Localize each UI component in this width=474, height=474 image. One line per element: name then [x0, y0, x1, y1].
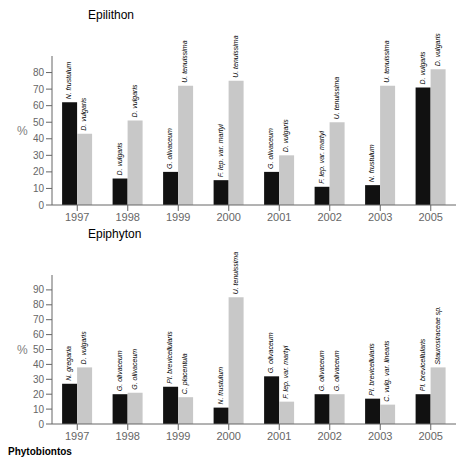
- svg-text:30: 30: [33, 374, 45, 385]
- svg-text:Staurosiraceae sp.: Staurosiraceae sp.: [434, 306, 442, 364]
- svg-text:70: 70: [33, 84, 45, 95]
- svg-text:G. olivaceum: G. olivaceum: [116, 350, 123, 391]
- svg-text:1997: 1997: [65, 211, 89, 223]
- svg-text:0: 0: [38, 419, 44, 430]
- svg-text:80: 80: [33, 67, 45, 78]
- svg-text:2002: 2002: [318, 430, 342, 442]
- svg-text:Pl. brevicellularis: Pl. brevicellularis: [419, 338, 426, 391]
- svg-text:N. frustulum: N. frustulum: [65, 61, 72, 99]
- svg-text:60: 60: [33, 100, 45, 111]
- svg-text:G. olivaceum: G. olivaceum: [267, 332, 274, 373]
- svg-text:D. vulgaris: D. vulgaris: [80, 97, 88, 131]
- svg-text:%: %: [17, 124, 28, 138]
- svg-text:Pl. brevicellularis: Pl. brevicellularis: [368, 343, 375, 396]
- svg-text:2003: 2003: [368, 430, 392, 442]
- svg-text:U. tenuissima: U. tenuissima: [181, 40, 188, 83]
- svg-text:C. placentula: C. placentula: [181, 353, 189, 394]
- svg-text:D. vulgaris: D. vulgaris: [282, 119, 290, 153]
- svg-text:G. olivaceum: G. olivaceum: [333, 350, 340, 391]
- svg-text:20: 20: [33, 389, 45, 400]
- svg-text:D. vulgaris: D. vulgaris: [116, 142, 124, 176]
- svg-text:G. olivaceum: G. olivaceum: [318, 350, 325, 391]
- svg-text:2001: 2001: [267, 430, 291, 442]
- svg-text:U. tenuissima: U. tenuissima: [333, 77, 340, 120]
- svg-text:U. tenuissima: U. tenuissima: [232, 252, 239, 295]
- svg-text:D. vulgaris: D. vulgaris: [419, 51, 427, 85]
- svg-text:50: 50: [33, 344, 45, 355]
- svg-text:F. lep. var. martyi: F. lep. var. martyi: [217, 124, 225, 177]
- svg-text:90: 90: [33, 284, 45, 295]
- svg-text:C. vulg. var. linearis: C. vulg. var. linearis: [383, 340, 391, 402]
- svg-text:G. olivaceum: G. olivaceum: [131, 349, 138, 390]
- svg-text:N. frustulum: N. frustulum: [217, 367, 224, 405]
- svg-text:0: 0: [38, 200, 44, 211]
- svg-text:1999: 1999: [166, 211, 190, 223]
- svg-text:10: 10: [33, 183, 45, 194]
- svg-text:D. vulgaris: D. vulgaris: [131, 84, 139, 118]
- svg-text:2005: 2005: [419, 430, 443, 442]
- svg-text:2000: 2000: [217, 430, 241, 442]
- svg-text:60: 60: [33, 329, 45, 340]
- svg-text:G. olivaceum: G. olivaceum: [267, 128, 274, 169]
- svg-text:30: 30: [33, 150, 45, 161]
- html-text:Phytobiontos: Phytobiontos: [8, 446, 72, 457]
- svg-text:2003: 2003: [368, 211, 392, 223]
- svg-text:F. lep. var. martyi: F. lep. var. martyi: [318, 130, 326, 183]
- svg-text:20: 20: [33, 166, 45, 177]
- svg-text:70: 70: [33, 314, 45, 325]
- svg-text:N. frustulum: N. frustulum: [368, 144, 375, 182]
- svg-text:N. gregaria: N. gregaria: [65, 346, 73, 381]
- svg-text:D. vulgaris: D. vulgaris: [434, 33, 442, 67]
- svg-text:%: %: [17, 343, 28, 357]
- svg-text:1998: 1998: [116, 211, 140, 223]
- html-text:Epilithon: Epilithon: [88, 8, 134, 22]
- svg-text:D. vulgaris: D. vulgaris: [80, 331, 88, 365]
- html-text:Epiphyton: Epiphyton: [88, 227, 142, 241]
- svg-text:10: 10: [33, 404, 45, 415]
- svg-text:U. tenuissima: U. tenuissima: [232, 35, 239, 78]
- svg-text:50: 50: [33, 117, 45, 128]
- svg-text:80: 80: [33, 299, 45, 310]
- svg-text:F. lep. var. martyi: F. lep. var. martyi: [282, 345, 290, 398]
- svg-text:2000: 2000: [217, 211, 241, 223]
- svg-text:2002: 2002: [318, 211, 342, 223]
- svg-text:Pl. brevicellularis: Pl. brevicellularis: [166, 331, 173, 384]
- svg-text:1998: 1998: [116, 430, 140, 442]
- svg-text:2001: 2001: [267, 211, 291, 223]
- svg-text:U. tenuissima: U. tenuissima: [383, 40, 390, 83]
- svg-text:40: 40: [33, 133, 45, 144]
- svg-text:G. olivaceum: G. olivaceum: [166, 128, 173, 169]
- svg-text:1999: 1999: [166, 430, 190, 442]
- svg-text:2005: 2005: [419, 211, 443, 223]
- svg-text:1997: 1997: [65, 430, 89, 442]
- svg-text:40: 40: [33, 359, 45, 370]
